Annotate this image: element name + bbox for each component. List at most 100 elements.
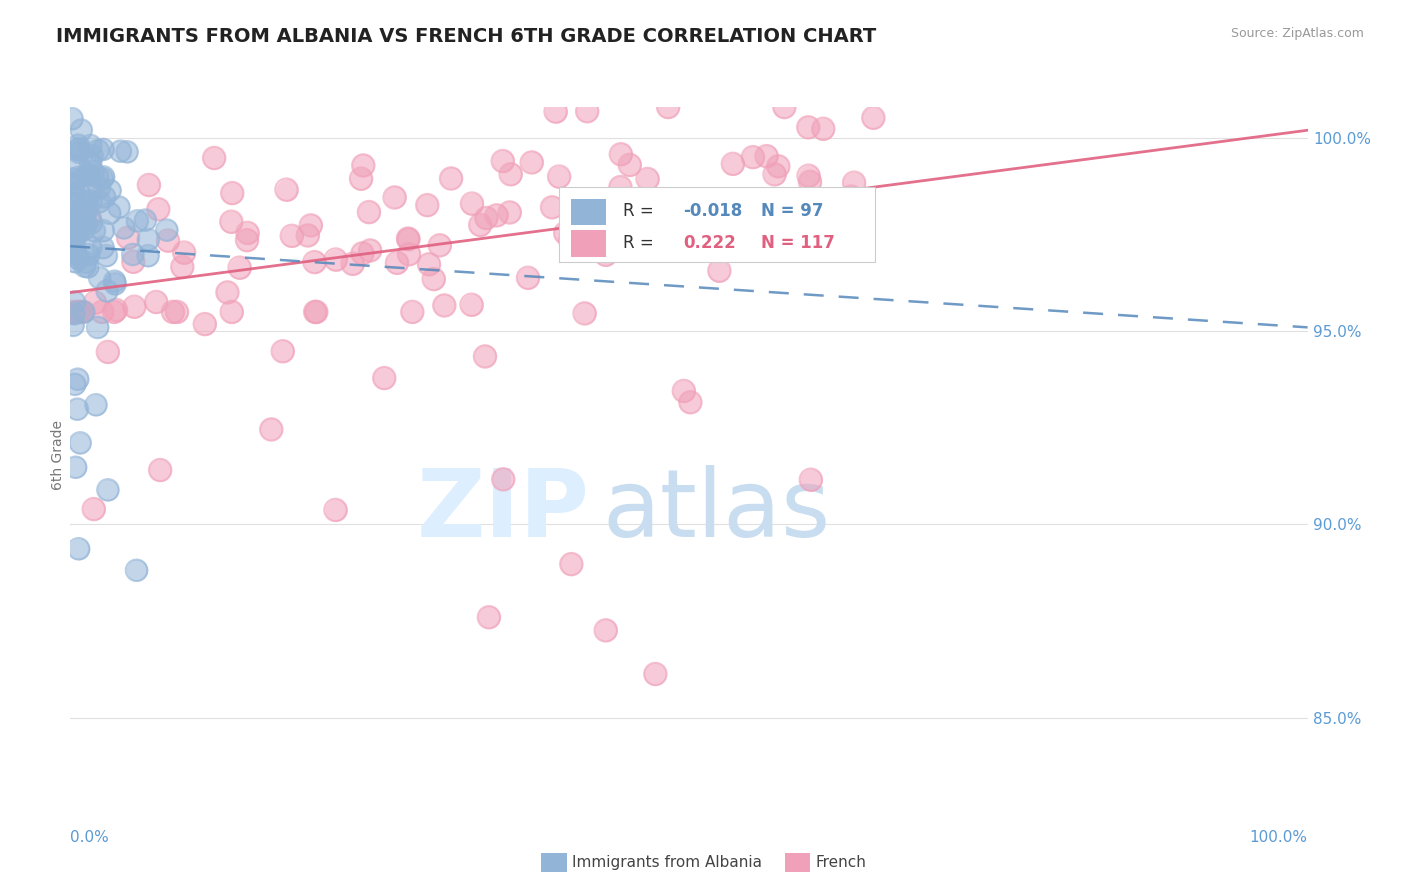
- Point: [800, 473, 823, 487]
- Point: [59, 217, 82, 231]
- Point: [82, 165, 104, 179]
- Point: [574, 306, 596, 320]
- Point: [350, 171, 373, 186]
- Point: [79, 183, 101, 197]
- Point: [62, 318, 84, 333]
- Point: [156, 223, 179, 237]
- Point: [299, 219, 322, 233]
- Point: [66, 170, 89, 185]
- Point: [221, 215, 243, 229]
- Point: [359, 244, 381, 258]
- Point: [709, 263, 731, 277]
- Point: [70, 123, 93, 137]
- Point: [470, 218, 492, 232]
- Point: [492, 154, 515, 169]
- Point: [138, 178, 160, 192]
- Point: [60, 242, 83, 256]
- Point: [221, 186, 243, 200]
- Point: [80, 194, 103, 208]
- Point: [236, 226, 259, 240]
- Point: [60, 224, 83, 238]
- Point: [98, 206, 121, 220]
- Point: [202, 151, 225, 165]
- Point: [60, 241, 83, 255]
- Point: [842, 176, 865, 190]
- Point: [560, 234, 582, 248]
- Point: [385, 256, 408, 270]
- Point: [813, 121, 835, 136]
- Point: [115, 145, 138, 159]
- Point: [112, 220, 135, 235]
- Point: [797, 120, 820, 135]
- Point: [80, 194, 103, 208]
- Point: [619, 158, 641, 172]
- Point: [80, 149, 103, 163]
- Point: [172, 260, 194, 274]
- Point: [799, 175, 821, 189]
- Point: [96, 249, 118, 263]
- Point: [60, 242, 83, 256]
- Point: [485, 208, 508, 222]
- Point: [401, 305, 423, 319]
- Point: [474, 350, 496, 364]
- Point: [97, 483, 120, 497]
- Point: [67, 186, 90, 200]
- Point: [67, 138, 90, 153]
- Point: [560, 557, 582, 571]
- Point: [124, 300, 146, 314]
- Point: [63, 307, 86, 321]
- Point: [544, 104, 567, 119]
- Point: [125, 563, 148, 577]
- Point: [66, 305, 89, 319]
- Point: [121, 247, 143, 261]
- Point: [842, 176, 865, 190]
- Point: [65, 219, 87, 234]
- Point: [799, 175, 821, 189]
- Point: [325, 503, 347, 517]
- Text: 0.0%: 0.0%: [70, 830, 110, 845]
- Point: [485, 208, 508, 222]
- Text: ZIP: ZIP: [418, 465, 591, 557]
- Point: [60, 244, 83, 259]
- Point: [77, 168, 100, 182]
- Point: [127, 214, 149, 228]
- Point: [696, 206, 718, 220]
- Point: [79, 211, 101, 225]
- Point: [520, 155, 543, 169]
- Point: [87, 144, 110, 158]
- Point: [461, 196, 484, 211]
- Point: [69, 216, 91, 230]
- Point: [297, 228, 319, 243]
- Point: [69, 436, 91, 450]
- Point: [357, 205, 380, 219]
- Point: [281, 228, 304, 243]
- Point: [66, 402, 89, 417]
- Point: [69, 216, 91, 230]
- Point: [63, 186, 86, 201]
- Point: [560, 557, 582, 571]
- Point: [75, 255, 97, 269]
- Point: [122, 254, 145, 268]
- Point: [134, 213, 156, 227]
- Point: [560, 234, 582, 248]
- Point: [797, 120, 820, 135]
- Point: [62, 218, 84, 232]
- Point: [398, 247, 420, 261]
- Point: [75, 202, 97, 217]
- Point: [69, 220, 91, 235]
- Point: [800, 473, 823, 487]
- Point: [194, 317, 217, 331]
- Point: [72, 222, 94, 236]
- Point: [605, 241, 627, 255]
- Point: [67, 541, 90, 556]
- Point: [595, 624, 617, 638]
- Point: [65, 460, 87, 475]
- Point: [492, 472, 515, 486]
- Point: [63, 254, 86, 268]
- Point: [89, 271, 111, 285]
- Point: [63, 254, 86, 268]
- Point: [125, 563, 148, 577]
- Point: [342, 257, 364, 271]
- Point: [86, 320, 108, 334]
- Point: [60, 226, 83, 240]
